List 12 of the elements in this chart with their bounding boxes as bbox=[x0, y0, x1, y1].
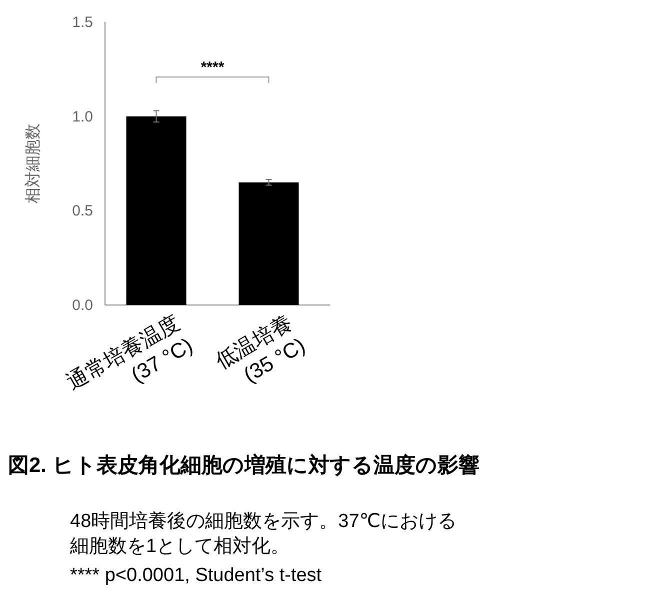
x-tick-label: 低温培養 (35 °C) bbox=[212, 311, 310, 388]
y-tick-label: 0.5 bbox=[72, 202, 93, 220]
y-tick-label: 0.0 bbox=[72, 297, 93, 314]
y-tick-label: 1.0 bbox=[72, 108, 93, 126]
text: **** p<0.0001, Student’s t-test bbox=[70, 565, 322, 586]
x-tick-label: 通常培養温度 (37 °C) bbox=[63, 311, 197, 394]
text: 図2. ヒト表皮角化細胞の増殖に対する温度の影響 bbox=[8, 453, 480, 477]
y-tick-label: 1.5 bbox=[72, 14, 93, 31]
y-axis-title: 相対細胞数 bbox=[24, 124, 42, 204]
text: 48時間培養後の細胞数を示す。37℃における bbox=[70, 510, 457, 532]
text: 細胞数を1として相対化。 bbox=[69, 535, 290, 557]
annotation: **** bbox=[200, 59, 224, 76]
